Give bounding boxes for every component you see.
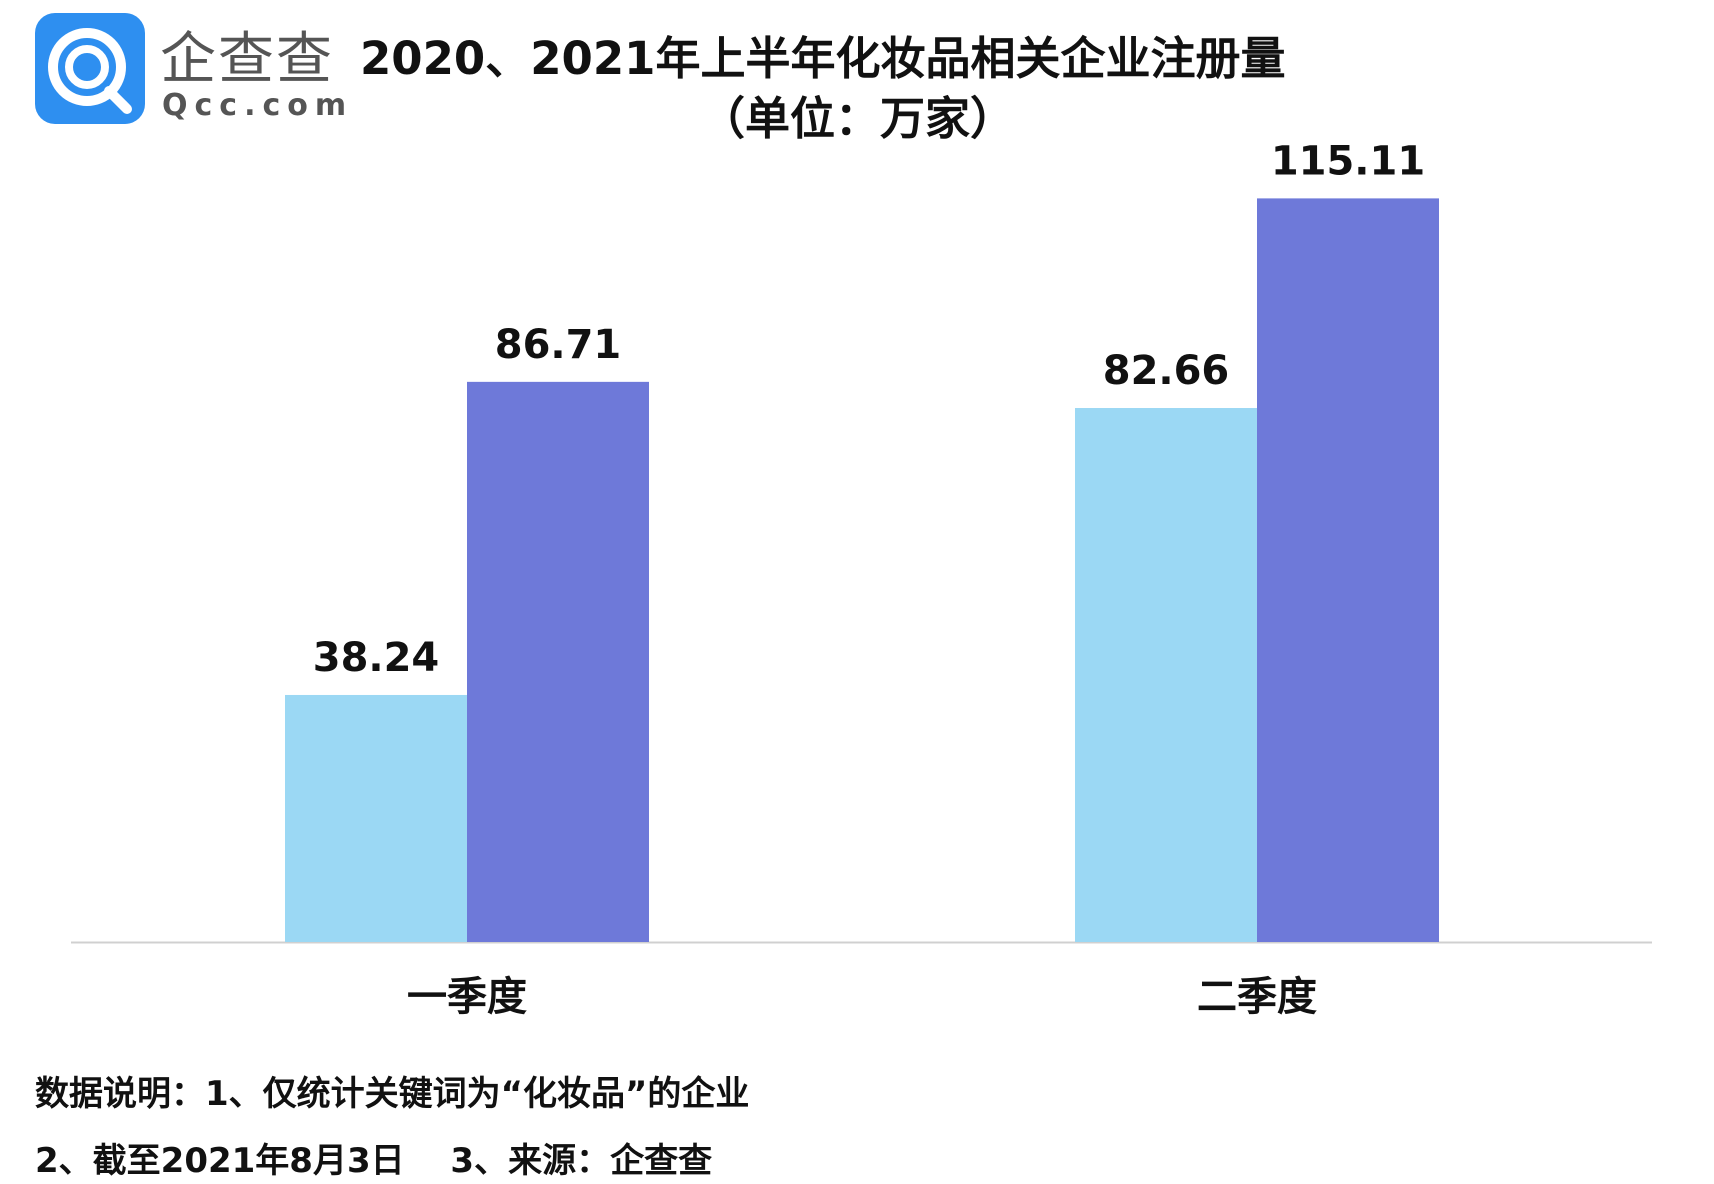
logo-q-icon: [48, 28, 132, 114]
data-label: 38.24: [313, 635, 440, 681]
bar-2-series-1: [1075, 408, 1257, 943]
category-label: 一季度: [407, 974, 527, 1020]
data-note-2: 2、截至2021年8月3日 3、来源：企查查: [35, 1141, 713, 1181]
data-note-1: 数据说明：1、仅统计关键词为“化妆品”的企业: [35, 1074, 750, 1114]
data-label: 82.66: [1103, 348, 1230, 394]
bar-1-series-1: [285, 694, 467, 942]
data-label: 115.11: [1271, 138, 1425, 184]
brand-name-en: Qcc.com: [162, 88, 354, 123]
chart-title: 2020、2021年上半年化妆品相关企业注册量: [360, 32, 1286, 85]
bar-1-series-2: [467, 381, 649, 942]
brand-name-cn: 企查查: [160, 27, 334, 92]
bar-2-series-2: [1257, 198, 1439, 942]
qcc-logo: [35, 13, 145, 124]
chart-subtitle: （单位：万家）: [700, 92, 1016, 145]
category-label: 二季度: [1197, 974, 1317, 1020]
data-label: 86.71: [495, 322, 622, 368]
